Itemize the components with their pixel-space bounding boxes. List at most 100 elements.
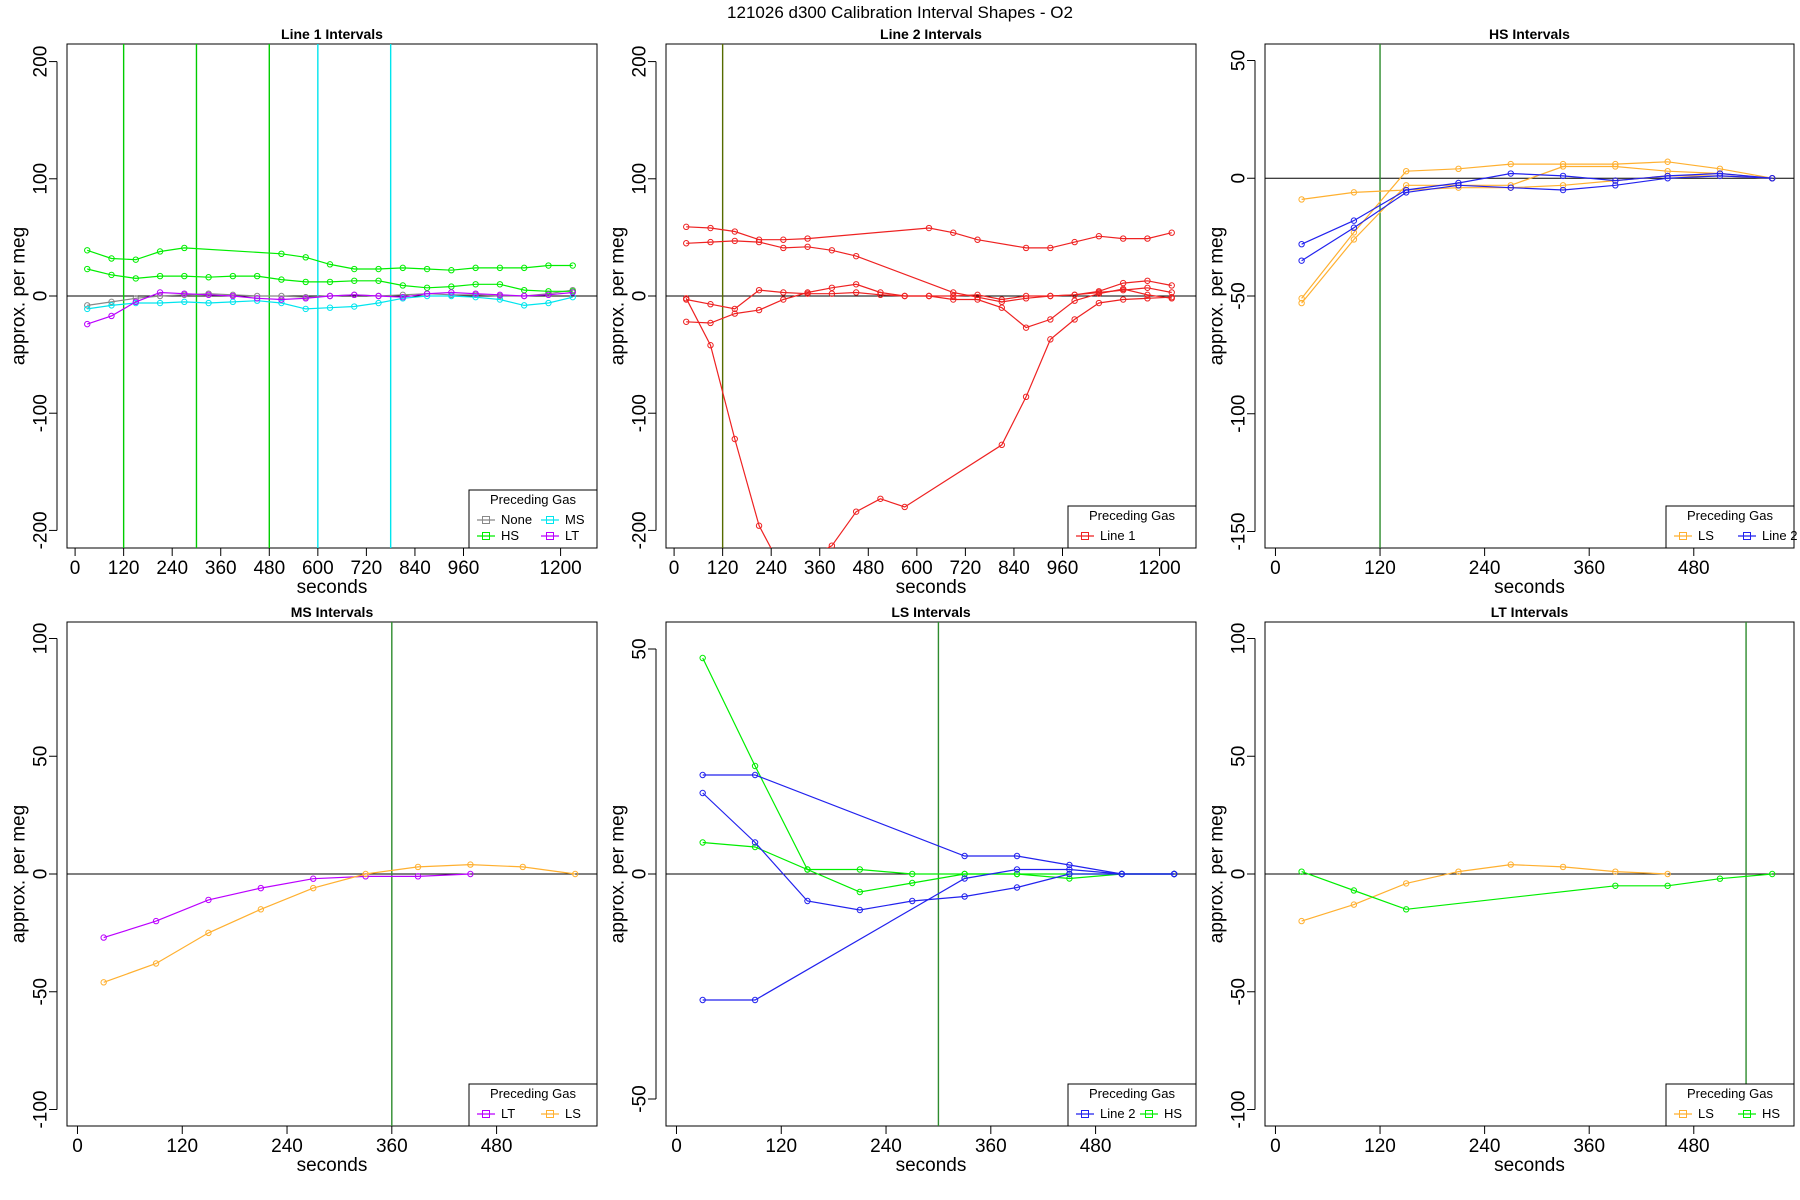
legend: Preceding Gas LS Line 2 [1665, 505, 1797, 549]
legend-swatch-marker [1081, 1110, 1089, 1118]
legend-title: Preceding Gas [1687, 1086, 1773, 1101]
data-point [375, 299, 382, 307]
data-point [520, 264, 528, 272]
panel-title: LS Intervals [891, 604, 971, 620]
legend-swatch-marker [546, 516, 554, 524]
data-point [1664, 175, 1671, 182]
data-point [852, 252, 860, 260]
x-tick-label: 120 [707, 558, 739, 579]
legend-entry: Line 2 [1738, 528, 1797, 543]
y-tick-label: 50 [31, 746, 52, 767]
data-point [828, 247, 836, 254]
data-point [253, 295, 261, 302]
data-point [755, 306, 763, 314]
y-tick-label: -100 [31, 1090, 52, 1128]
data-point [755, 238, 763, 246]
legend-label: LT [565, 528, 579, 543]
data-point [1144, 284, 1151, 291]
y-tick-label: -50 [630, 1085, 651, 1112]
legend-swatch-marker [546, 1110, 554, 1118]
data-point [1716, 875, 1724, 882]
series-line [87, 247, 573, 271]
data-point [1118, 870, 1125, 878]
data-point [852, 508, 860, 515]
data-point [278, 292, 285, 300]
x-tick-label: 840 [998, 558, 1030, 579]
data-point [1350, 229, 1358, 236]
data-point [1664, 167, 1671, 175]
x-tick-label: 0 [1270, 558, 1281, 579]
data-point [472, 281, 479, 288]
data-point [1022, 393, 1030, 400]
data-point [1402, 167, 1410, 175]
legend-entry: Line 1 [1076, 528, 1135, 543]
chart-panel-1: Line 1 Intervals 0 120 240 360 480 600 720 840 96… [9, 26, 598, 598]
y-tick-label: -50 [1229, 978, 1250, 1005]
legend: Preceding Gas Line 2 HS [1067, 1083, 1197, 1127]
data-series [1298, 158, 1776, 302]
data-point [1612, 177, 1619, 184]
data-point [1350, 189, 1358, 196]
data-point [1170, 870, 1178, 878]
x-tick-label: 120 [1364, 1136, 1396, 1157]
data-point [856, 906, 864, 914]
data-series [84, 289, 576, 328]
data-point [1402, 189, 1410, 196]
data-series [1298, 172, 1776, 203]
x-tick-label: 240 [1469, 1136, 1501, 1157]
data-point [699, 789, 706, 797]
x-tick-label: 960 [1047, 558, 1079, 579]
data-series [84, 292, 576, 313]
data-point [278, 299, 285, 307]
data-point [751, 996, 759, 1004]
plot-area [1265, 622, 1794, 1126]
data-series [1298, 861, 1671, 925]
y-tick-label: -100 [31, 394, 52, 432]
x-tick-label: 720 [351, 558, 383, 579]
data-series [683, 223, 1175, 252]
data-point [1769, 175, 1776, 182]
x-tick-label: 480 [1678, 558, 1710, 579]
data-point [1350, 236, 1358, 243]
y-axis-label: approx. per meg [608, 805, 629, 943]
data-point [1350, 901, 1358, 908]
x-tick-label: 0 [671, 1136, 682, 1157]
data-point [448, 292, 455, 300]
series-line [702, 657, 1175, 893]
legend: Preceding Gas LT LS [468, 1083, 598, 1127]
data-point [804, 897, 811, 905]
y-tick-label: 100 [630, 163, 651, 195]
data-point [901, 503, 908, 511]
data-point [472, 293, 479, 301]
data-point [751, 843, 759, 851]
data-point [1664, 158, 1671, 165]
series-line [87, 291, 573, 325]
series-line [686, 287, 1172, 310]
series-line [1301, 161, 1773, 299]
y-axis-label: approx. per meg [1207, 227, 1228, 365]
data-point [1071, 316, 1078, 323]
data-point [423, 290, 431, 297]
data-point [375, 277, 382, 284]
data-point [351, 265, 358, 273]
data-point [205, 929, 212, 937]
data-point [302, 295, 309, 302]
legend-swatch-marker [546, 532, 554, 540]
data-point [707, 319, 714, 327]
data-point [683, 296, 690, 303]
data-point [1095, 289, 1103, 296]
data-point [1716, 165, 1724, 173]
legend: Preceding Gas Line 1 [1067, 505, 1197, 549]
x-tick-label: 120 [166, 1136, 198, 1157]
x-tick-label: 360 [1573, 1136, 1605, 1157]
legend-label: LS [565, 1106, 581, 1121]
y-axis-label: approx. per meg [608, 227, 629, 365]
data-point [278, 296, 285, 303]
data-point [1168, 282, 1175, 289]
data-point [310, 875, 317, 882]
data-point [545, 299, 552, 307]
legend-label: HS [501, 528, 519, 543]
data-series [84, 265, 576, 295]
data-point [545, 262, 552, 269]
